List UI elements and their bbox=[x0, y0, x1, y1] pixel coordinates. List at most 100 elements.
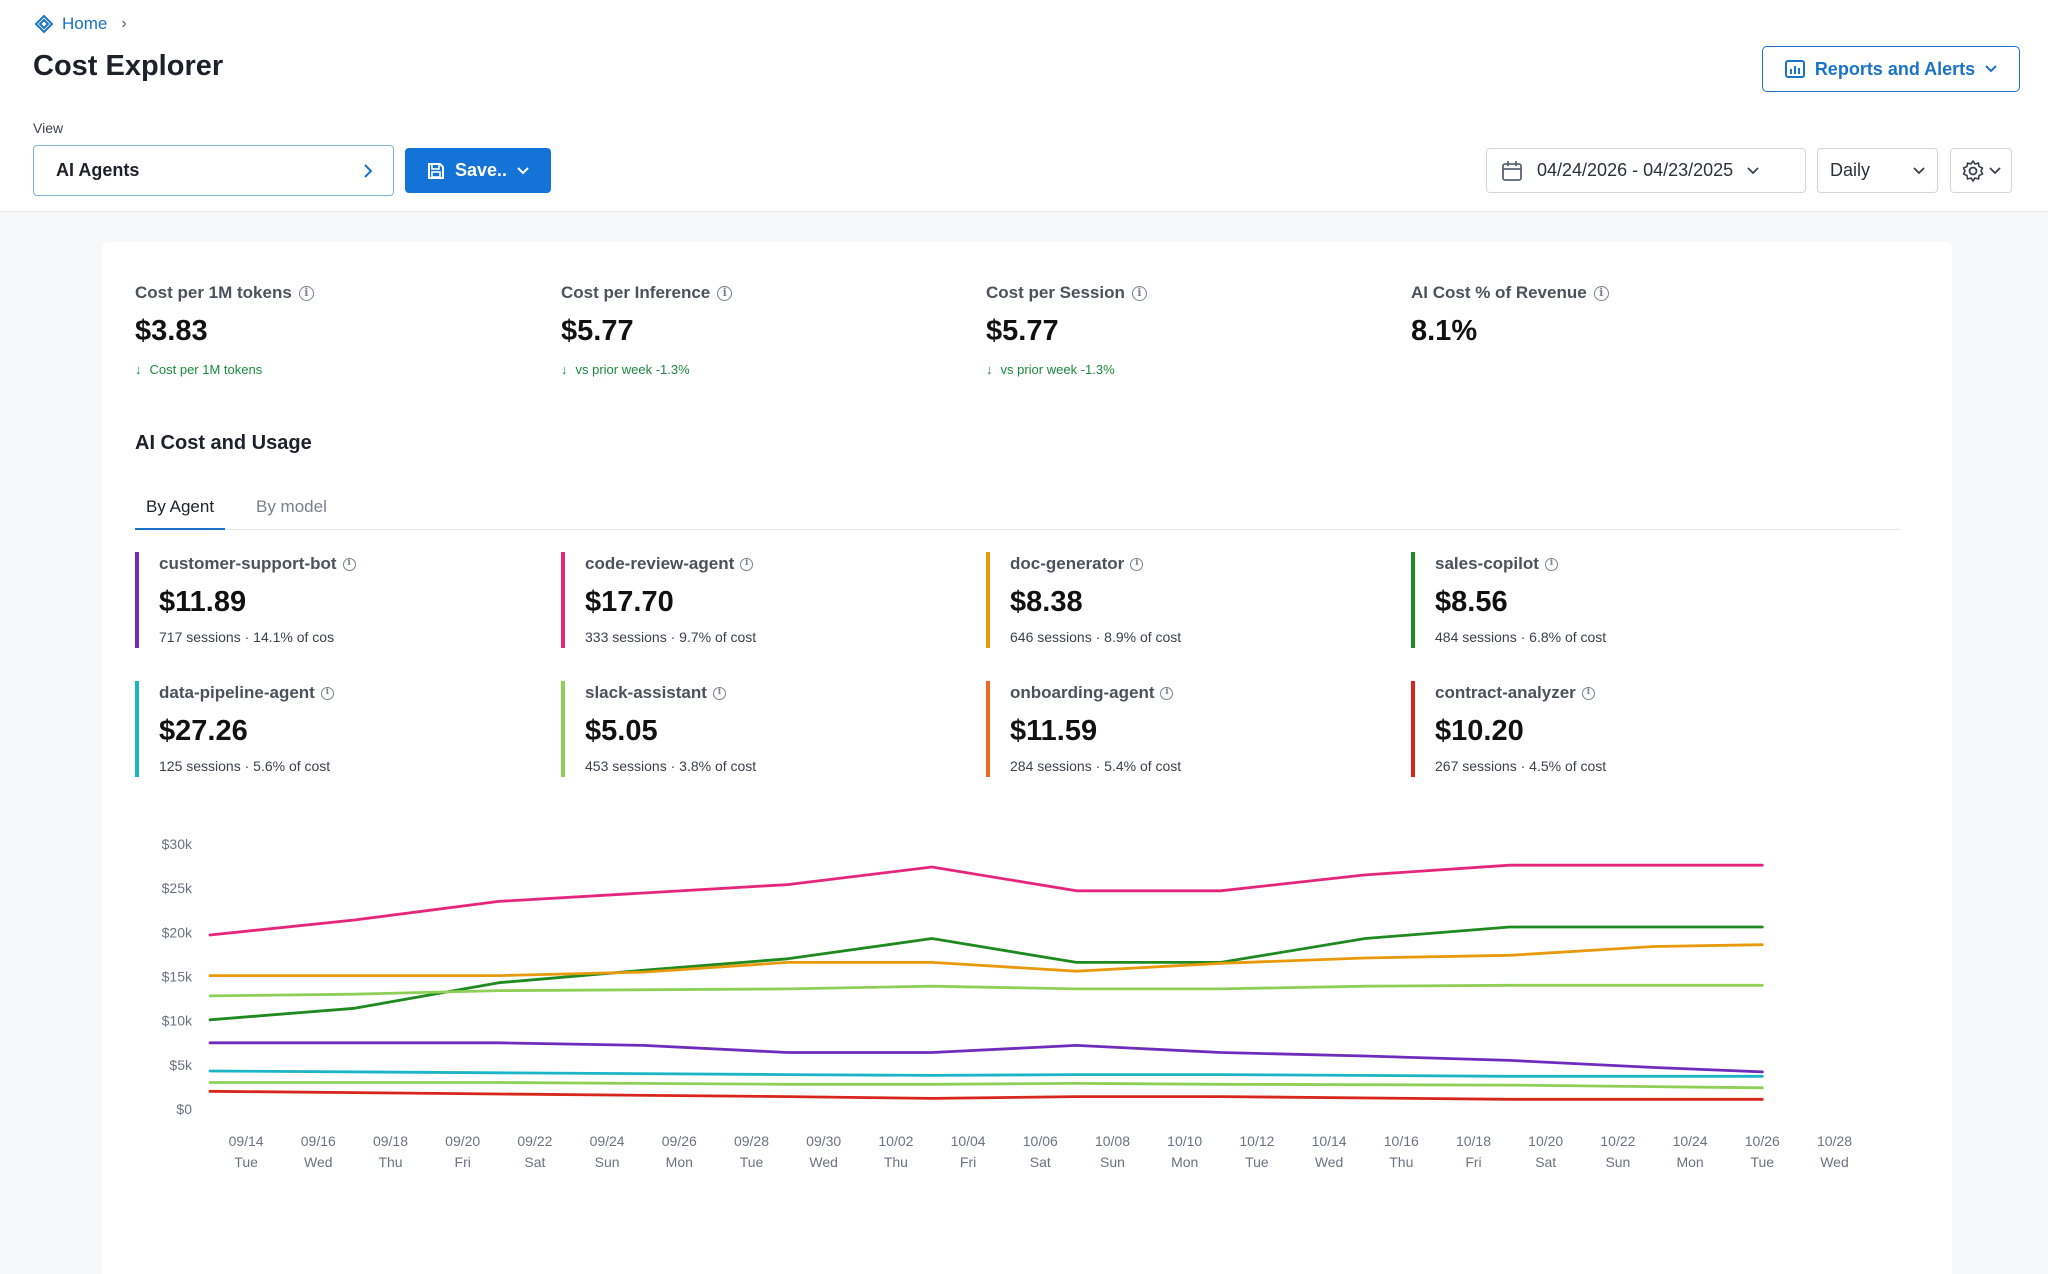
x-tick-date: 10/06 bbox=[1023, 1133, 1058, 1149]
agent-cost: $10.20 bbox=[1435, 715, 1524, 747]
chevron-down-icon bbox=[1989, 166, 2001, 174]
agent-cost: $27.26 bbox=[159, 715, 248, 747]
x-tick-day: Fri bbox=[1465, 1154, 1481, 1170]
x-tick-day: Tue bbox=[1245, 1154, 1269, 1170]
save-button-label: Save.. bbox=[454, 160, 508, 180]
kpi-ai-cost-percent-revenue: AI Cost % of Revenue 8.1% bbox=[1411, 283, 1811, 348]
info-icon[interactable] bbox=[320, 686, 334, 700]
agent-card-doc-generator[interactable]: doc-generator $8.38 646 sessions · 8.9% … bbox=[986, 552, 1386, 648]
save-icon bbox=[427, 162, 444, 179]
kpi-delta: vs prior week -1.3% bbox=[1000, 362, 1115, 377]
info-icon[interactable] bbox=[740, 557, 754, 571]
kpi-value: $3.83 bbox=[135, 315, 208, 347]
agent-name: contract-analyzer bbox=[1435, 683, 1576, 702]
tab-bar: By Agent By model bbox=[135, 492, 1901, 530]
x-tick-day: Fri bbox=[960, 1154, 976, 1170]
agent-cost: $11.89 bbox=[159, 586, 247, 618]
view-selector[interactable]: AI Agents bbox=[33, 145, 394, 196]
x-tick-day: Wed bbox=[809, 1154, 838, 1170]
page-header: Home › Cost Explorer Reports and Alerts … bbox=[0, 0, 2048, 212]
info-icon[interactable] bbox=[717, 285, 733, 301]
arrow-down-icon: ↓ bbox=[135, 362, 142, 377]
info-icon[interactable] bbox=[298, 285, 314, 301]
arrow-down-icon: ↓ bbox=[561, 362, 568, 377]
series-line-contract-analyzer bbox=[208, 1089, 1764, 1101]
x-tick-day: Sat bbox=[1030, 1154, 1051, 1170]
agent-meta: 453 sessions · 3.8% of cost bbox=[585, 758, 757, 774]
y-tick-label: $30k bbox=[162, 836, 193, 852]
kpi-value: $5.77 bbox=[561, 315, 634, 347]
tab-by-model[interactable]: By model bbox=[256, 497, 327, 516]
x-tick-day: Sun bbox=[1605, 1154, 1630, 1170]
kpi-cost-per-session: Cost per Session $5.77 ↓ vs prior week -1… bbox=[986, 283, 1386, 377]
date-range-value: 04/24/2026 - 04/23/2025 bbox=[1537, 160, 1734, 180]
series-line-customer-support-bot bbox=[208, 1041, 1764, 1074]
info-icon[interactable] bbox=[342, 557, 356, 571]
breadcrumb: Home › bbox=[34, 14, 127, 34]
chevron-down-icon bbox=[517, 166, 529, 174]
x-tick-date: 09/20 bbox=[445, 1133, 480, 1149]
x-tick-day: Thu bbox=[884, 1154, 908, 1170]
info-icon[interactable] bbox=[1131, 285, 1147, 301]
info-icon[interactable] bbox=[1160, 686, 1174, 700]
series-line-slack-assistant bbox=[208, 983, 1764, 998]
agent-card-slack-assistant[interactable]: slack-assistant $5.05 453 sessions · 3.8… bbox=[561, 681, 961, 777]
arrow-down-icon: ↓ bbox=[986, 362, 993, 377]
agent-name: doc-generator bbox=[1010, 554, 1125, 573]
date-range-picker[interactable]: 04/24/2026 - 04/23/2025 bbox=[1486, 148, 1806, 193]
x-tick-date: 10/16 bbox=[1384, 1133, 1419, 1149]
view-selected-value: AI Agents bbox=[56, 160, 140, 180]
agent-card-contract-analyzer[interactable]: contract-analyzer $10.20 267 sessions · … bbox=[1411, 681, 1811, 777]
x-tick-date: 10/14 bbox=[1312, 1133, 1347, 1149]
agent-cost: $5.05 bbox=[585, 715, 658, 747]
info-icon[interactable] bbox=[712, 686, 726, 700]
agent-card-sales-copilot[interactable]: sales-copilot $8.56 484 sessions · 6.8% … bbox=[1411, 552, 1811, 648]
x-tick-day: Tue bbox=[740, 1154, 764, 1170]
y-tick-label: $20k bbox=[162, 924, 193, 940]
settings-button[interactable] bbox=[1950, 148, 2012, 193]
agent-name: customer-support-bot bbox=[159, 554, 337, 573]
kpi-cost-per-inference: Cost per Inference $5.77 ↓ vs prior week … bbox=[561, 283, 961, 377]
x-tick-date: 09/30 bbox=[806, 1133, 841, 1149]
info-icon[interactable] bbox=[1593, 285, 1609, 301]
info-icon[interactable] bbox=[1544, 557, 1558, 571]
agent-card-code-review-agent[interactable]: code-review-agent $17.70 333 sessions · … bbox=[561, 552, 961, 648]
info-icon[interactable] bbox=[1581, 686, 1595, 700]
interval-value: Daily bbox=[1830, 160, 1871, 180]
x-tick-day: Sun bbox=[595, 1154, 620, 1170]
chevron-down-icon bbox=[1985, 65, 1997, 73]
agent-name: sales-copilot bbox=[1435, 554, 1539, 573]
y-tick-label: $10k bbox=[162, 1013, 193, 1029]
series-line-code-review-agent bbox=[208, 863, 1764, 937]
x-tick-date: 10/18 bbox=[1456, 1133, 1491, 1149]
kpi-delta: Cost per 1M tokens bbox=[149, 362, 263, 377]
agent-name: slack-assistant bbox=[585, 683, 707, 702]
chevron-right-icon bbox=[364, 163, 373, 178]
x-tick-date: 09/18 bbox=[373, 1133, 408, 1149]
breadcrumb-home-link[interactable]: Home bbox=[62, 14, 108, 33]
agent-card-customer-support-bot[interactable]: customer-support-bot $11.89 717 sessions… bbox=[135, 552, 535, 648]
series-line-doc-generator bbox=[208, 943, 1764, 978]
agent-cost: $8.56 bbox=[1435, 586, 1508, 618]
interval-select[interactable]: Daily bbox=[1817, 148, 1938, 193]
x-tick-date: 10/08 bbox=[1095, 1133, 1130, 1149]
agent-card-onboarding-agent[interactable]: onboarding-agent $11.59 284 sessions · 5… bbox=[986, 681, 1386, 777]
agent-card-data-pipeline-agent[interactable]: data-pipeline-agent $27.26 125 sessions … bbox=[135, 681, 535, 777]
agent-meta: 646 sessions · 8.9% of cost bbox=[1010, 629, 1182, 645]
x-tick-date: 10/26 bbox=[1745, 1133, 1780, 1149]
save-button[interactable]: Save.. bbox=[405, 148, 551, 193]
x-tick-day: Sat bbox=[1535, 1154, 1556, 1170]
agent-meta: 267 sessions · 4.5% of cost bbox=[1435, 758, 1607, 774]
kpi-value: $5.77 bbox=[986, 315, 1059, 347]
x-tick-day: Wed bbox=[1820, 1154, 1849, 1170]
agent-name: code-review-agent bbox=[585, 554, 735, 573]
x-tick-day: Sun bbox=[1100, 1154, 1125, 1170]
reports-and-alerts-button[interactable]: Reports and Alerts bbox=[1762, 46, 2020, 92]
x-tick-day: Mon bbox=[666, 1154, 693, 1170]
x-tick-date: 09/24 bbox=[590, 1133, 625, 1149]
tab-by-agent[interactable]: By Agent bbox=[135, 494, 226, 530]
info-icon[interactable] bbox=[1130, 557, 1144, 571]
x-tick-day: Wed bbox=[304, 1154, 333, 1170]
x-tick-date: 10/20 bbox=[1528, 1133, 1563, 1149]
x-tick-date: 10/24 bbox=[1673, 1133, 1708, 1149]
